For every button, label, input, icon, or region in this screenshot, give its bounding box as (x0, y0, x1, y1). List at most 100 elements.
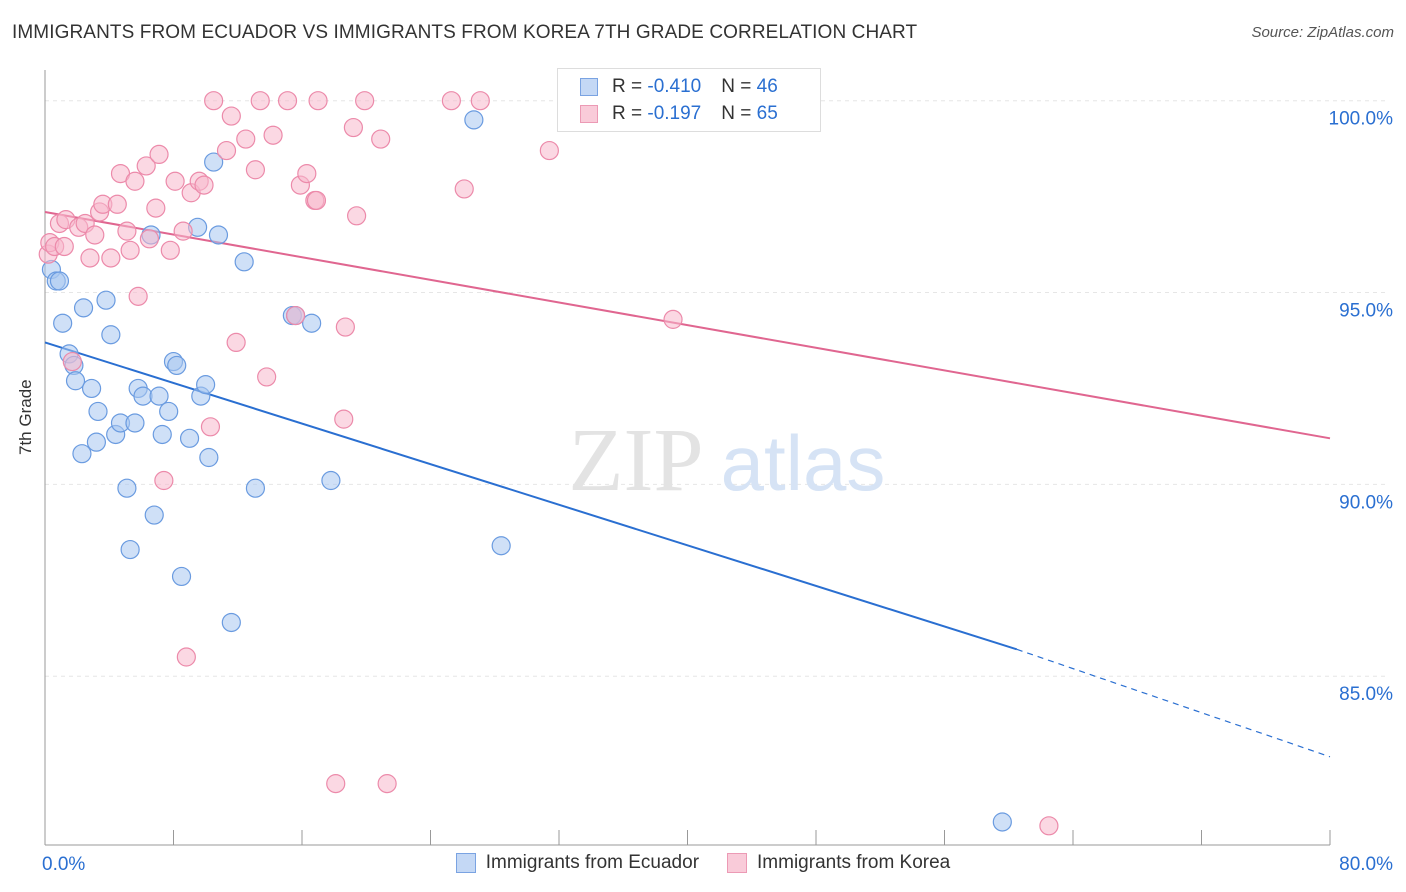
ecuador-point (88, 401, 108, 422)
n-value: 46 (756, 76, 778, 97)
grid-lines (45, 100, 1385, 677)
legend-item-ecuador: Immigrants from Ecuador (455, 852, 700, 874)
y-tick-label: 100.0% (1329, 109, 1394, 130)
korea-point (139, 229, 160, 249)
korea-point (306, 190, 327, 211)
ecuador-point (120, 539, 140, 560)
ecuador-point (125, 413, 145, 433)
r-value: -0.410 (647, 76, 702, 97)
ecuador-point (464, 110, 484, 130)
korea-point (194, 175, 214, 195)
korea-point (160, 240, 180, 260)
n-label: N = (721, 76, 757, 97)
y-tick-label: 85.0% (1339, 684, 1393, 705)
korea-point (149, 144, 169, 165)
ecuador-point (204, 152, 224, 172)
korea-point (441, 91, 461, 111)
ecuador-point (81, 378, 102, 399)
source-label: Source: ZipAtlas.com (1251, 24, 1394, 41)
korea-point (277, 91, 298, 111)
ecuador-point (96, 290, 116, 310)
ecuador-point (221, 612, 241, 633)
stats-legend: R = -0.410 N = 46 R = -0.197 N = 65 (557, 68, 821, 132)
korea-point (120, 240, 140, 260)
ecuador-point (171, 566, 192, 587)
korea-point (62, 351, 82, 372)
ecuador-point (245, 478, 266, 498)
stats-row-ecuador: R = -0.410 N = 46 (580, 76, 778, 98)
korea-point (1039, 816, 1059, 836)
korea-point (85, 225, 105, 245)
ecuador-point (86, 432, 107, 452)
korea-point (128, 286, 148, 306)
korea-point (470, 91, 490, 111)
korea-point (107, 194, 127, 214)
ecuador-legend-swatch (455, 853, 476, 873)
ecuador-point (65, 371, 86, 391)
legend-label-korea: Immigrants from Korea (757, 852, 951, 873)
ecuador-point (491, 536, 511, 556)
korea-point (297, 163, 317, 184)
n-label: N = (721, 103, 757, 124)
korea-point (176, 647, 196, 667)
ecuador-point (73, 298, 94, 318)
korea-point (226, 332, 246, 353)
korea-point (101, 248, 121, 268)
ecuador-point (208, 225, 229, 245)
tick-labels: 100.0% 95.0% 90.0% 85.0% 0.0% 80.0% (42, 109, 1393, 875)
axes (44, 70, 1331, 846)
ecuador-point (49, 271, 70, 291)
korea-point (216, 140, 237, 161)
watermark-zip: ZIP (569, 411, 704, 510)
ecuador-point (53, 313, 73, 333)
ecuador-swatch (580, 78, 598, 96)
ecuador-point (133, 386, 153, 406)
korea-point (200, 417, 221, 437)
korea-point (221, 106, 241, 126)
r-value: -0.197 (647, 103, 702, 124)
korea-point (173, 221, 193, 241)
korea-point (308, 91, 328, 111)
korea-point (335, 317, 355, 337)
korea-point (125, 171, 145, 191)
korea-point (343, 117, 363, 138)
ecuador-point (101, 325, 121, 345)
watermark-atlas: atlas (721, 419, 886, 507)
ecuador-point (159, 401, 179, 422)
series-legend: Immigrants from Ecuador Immigrants from … (0, 852, 1406, 874)
korea-point (80, 248, 100, 268)
data-points (38, 91, 1059, 836)
x-tick-label: 0.0% (42, 854, 85, 875)
legend-label-ecuador: Immigrants from Ecuador (485, 852, 700, 873)
korea-point (165, 171, 185, 191)
korea-legend-swatch (727, 853, 748, 873)
korea-swatch (580, 105, 598, 123)
ecuador-point (117, 478, 137, 498)
x-tick-label: 80.0% (1339, 854, 1393, 875)
korea-point (377, 774, 397, 794)
korea-point (454, 179, 474, 199)
legend-item-korea: Immigrants from Korea (727, 852, 950, 874)
korea-point (257, 367, 277, 387)
korea-point (146, 198, 166, 218)
ecuador-point (234, 252, 254, 272)
ecuador-point (302, 313, 322, 333)
korea-point (263, 125, 283, 145)
y-tick-label: 95.0% (1339, 301, 1393, 322)
korea-point (204, 91, 224, 111)
korea-point (236, 129, 256, 149)
chart-title: IMMIGRANTS FROM ECUADOR VS IMMIGRANTS FR… (12, 22, 918, 43)
n-value: 65 (756, 103, 778, 124)
korea-point (54, 236, 74, 257)
korea-trend-line (44, 210, 1331, 440)
korea-point (663, 309, 683, 329)
ecuador-point (144, 505, 164, 525)
ecuador-point (321, 470, 341, 491)
korea-point (250, 91, 270, 111)
r-label: R = (612, 76, 648, 97)
ecuador-point (992, 812, 1012, 832)
ecuador-point (149, 386, 169, 406)
korea-point (347, 206, 367, 226)
korea-point (355, 91, 375, 111)
